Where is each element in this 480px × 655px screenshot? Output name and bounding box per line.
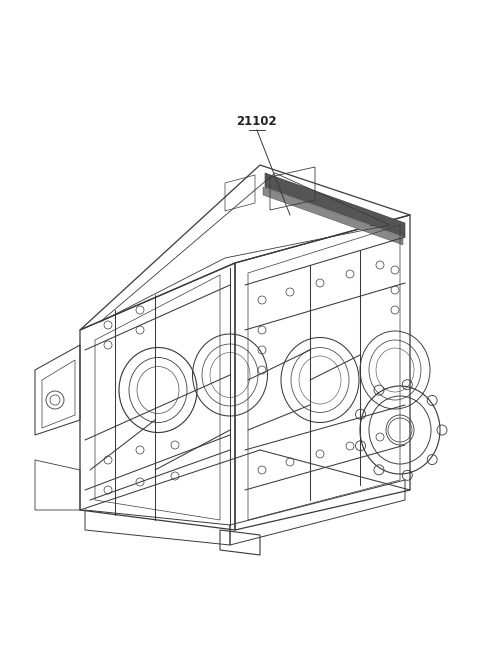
Polygon shape (263, 187, 403, 245)
Polygon shape (265, 173, 405, 237)
Text: 21102: 21102 (237, 115, 277, 128)
